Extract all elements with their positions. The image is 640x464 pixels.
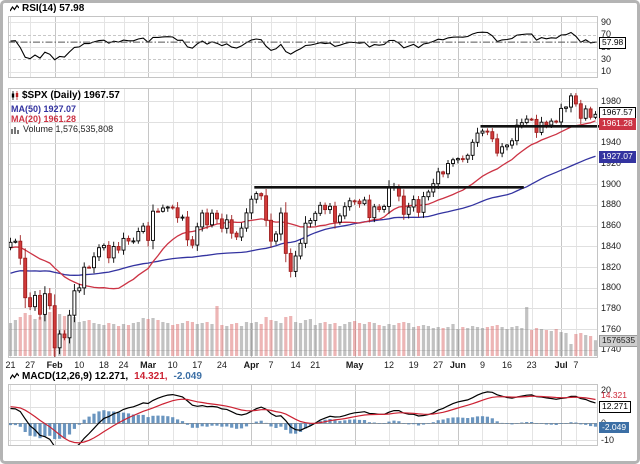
macd-title: MACD(12,26,9) 12.271, 14.321, -2.049 bbox=[10, 371, 205, 382]
ma50-legend: MA(50) 1927.07 bbox=[11, 104, 76, 114]
indicator-line-icon bbox=[10, 4, 19, 12]
macd-title-main: MACD(12,26,9) 12.271, bbox=[22, 371, 129, 382]
symbol-title: $SPX (Daily) 1967.57 bbox=[11, 90, 120, 101]
candlestick-icon bbox=[11, 91, 19, 100]
volume-legend-label: Volume 1,576,535,808 bbox=[23, 124, 114, 134]
rsi-title-label: RSI(14) 57.98 bbox=[22, 3, 85, 14]
volume-legend: Volume 1,576,535,808 bbox=[11, 124, 113, 134]
ma20-legend: MA(20) 1961.28 bbox=[11, 114, 76, 124]
rsi-panel-plot bbox=[8, 16, 598, 78]
ma20-legend-label: MA(20) 1961.28 bbox=[11, 114, 77, 124]
ma50-legend-label: MA(50) 1927.07 bbox=[11, 104, 77, 114]
macd-panel-plot bbox=[8, 384, 598, 446]
indicator-line-icon bbox=[10, 372, 19, 380]
rsi-title: RSI(14) 57.98 bbox=[10, 3, 84, 14]
macd-title-hist: -2.049 bbox=[173, 371, 202, 382]
macd-title-signal: 14.321, bbox=[134, 371, 168, 382]
symbol-title-label: $SPX (Daily) 1967.57 bbox=[22, 90, 120, 101]
volume-bars-icon bbox=[11, 126, 19, 134]
price-panel-plot bbox=[8, 88, 598, 358]
